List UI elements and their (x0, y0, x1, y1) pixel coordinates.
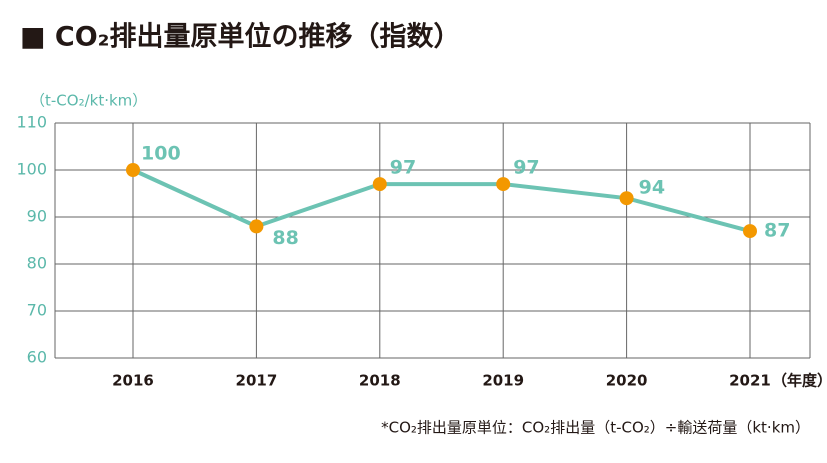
x-tick-label: 2017 (236, 372, 278, 390)
data-line (132, 168, 751, 234)
y-tick-label: 80 (27, 254, 47, 273)
data-point (372, 177, 387, 192)
y-tick-label: 100 (16, 160, 47, 179)
y-tick-label: 60 (27, 348, 47, 367)
y-tick-label: 90 (27, 207, 47, 226)
data-label: 97 (513, 157, 539, 179)
y-tick-label: 110 (16, 113, 47, 132)
data-point (619, 191, 634, 206)
x-tick-label: 2020 (606, 372, 648, 390)
data-point (496, 177, 511, 192)
y-axis-label: （t-CO₂/kt·km） (30, 92, 147, 110)
x-tick-label: 2019 (482, 372, 524, 390)
x-tick-label: 2018 (359, 372, 401, 390)
data-point (249, 219, 264, 234)
chart-title: ■ CO₂排出量原単位の推移（指数） (20, 21, 461, 53)
data-point (126, 163, 140, 177)
data-label: 87 (764, 220, 790, 242)
data-label: 88 (272, 227, 298, 249)
x-tick-label: 2021 (729, 372, 771, 390)
footnote: *CO₂排出量原単位：CO₂排出量（t-CO₂）÷輸送荷量（kt·km） (381, 419, 810, 437)
data-label: 94 (639, 177, 665, 199)
data-point (743, 224, 757, 239)
data-label: 97 (390, 157, 416, 179)
y-tick-label: 70 (27, 301, 47, 320)
x-tick-label: 2016 (112, 372, 154, 390)
x-axis-unit: （年度） (772, 372, 827, 390)
data-label: 100 (141, 143, 181, 165)
